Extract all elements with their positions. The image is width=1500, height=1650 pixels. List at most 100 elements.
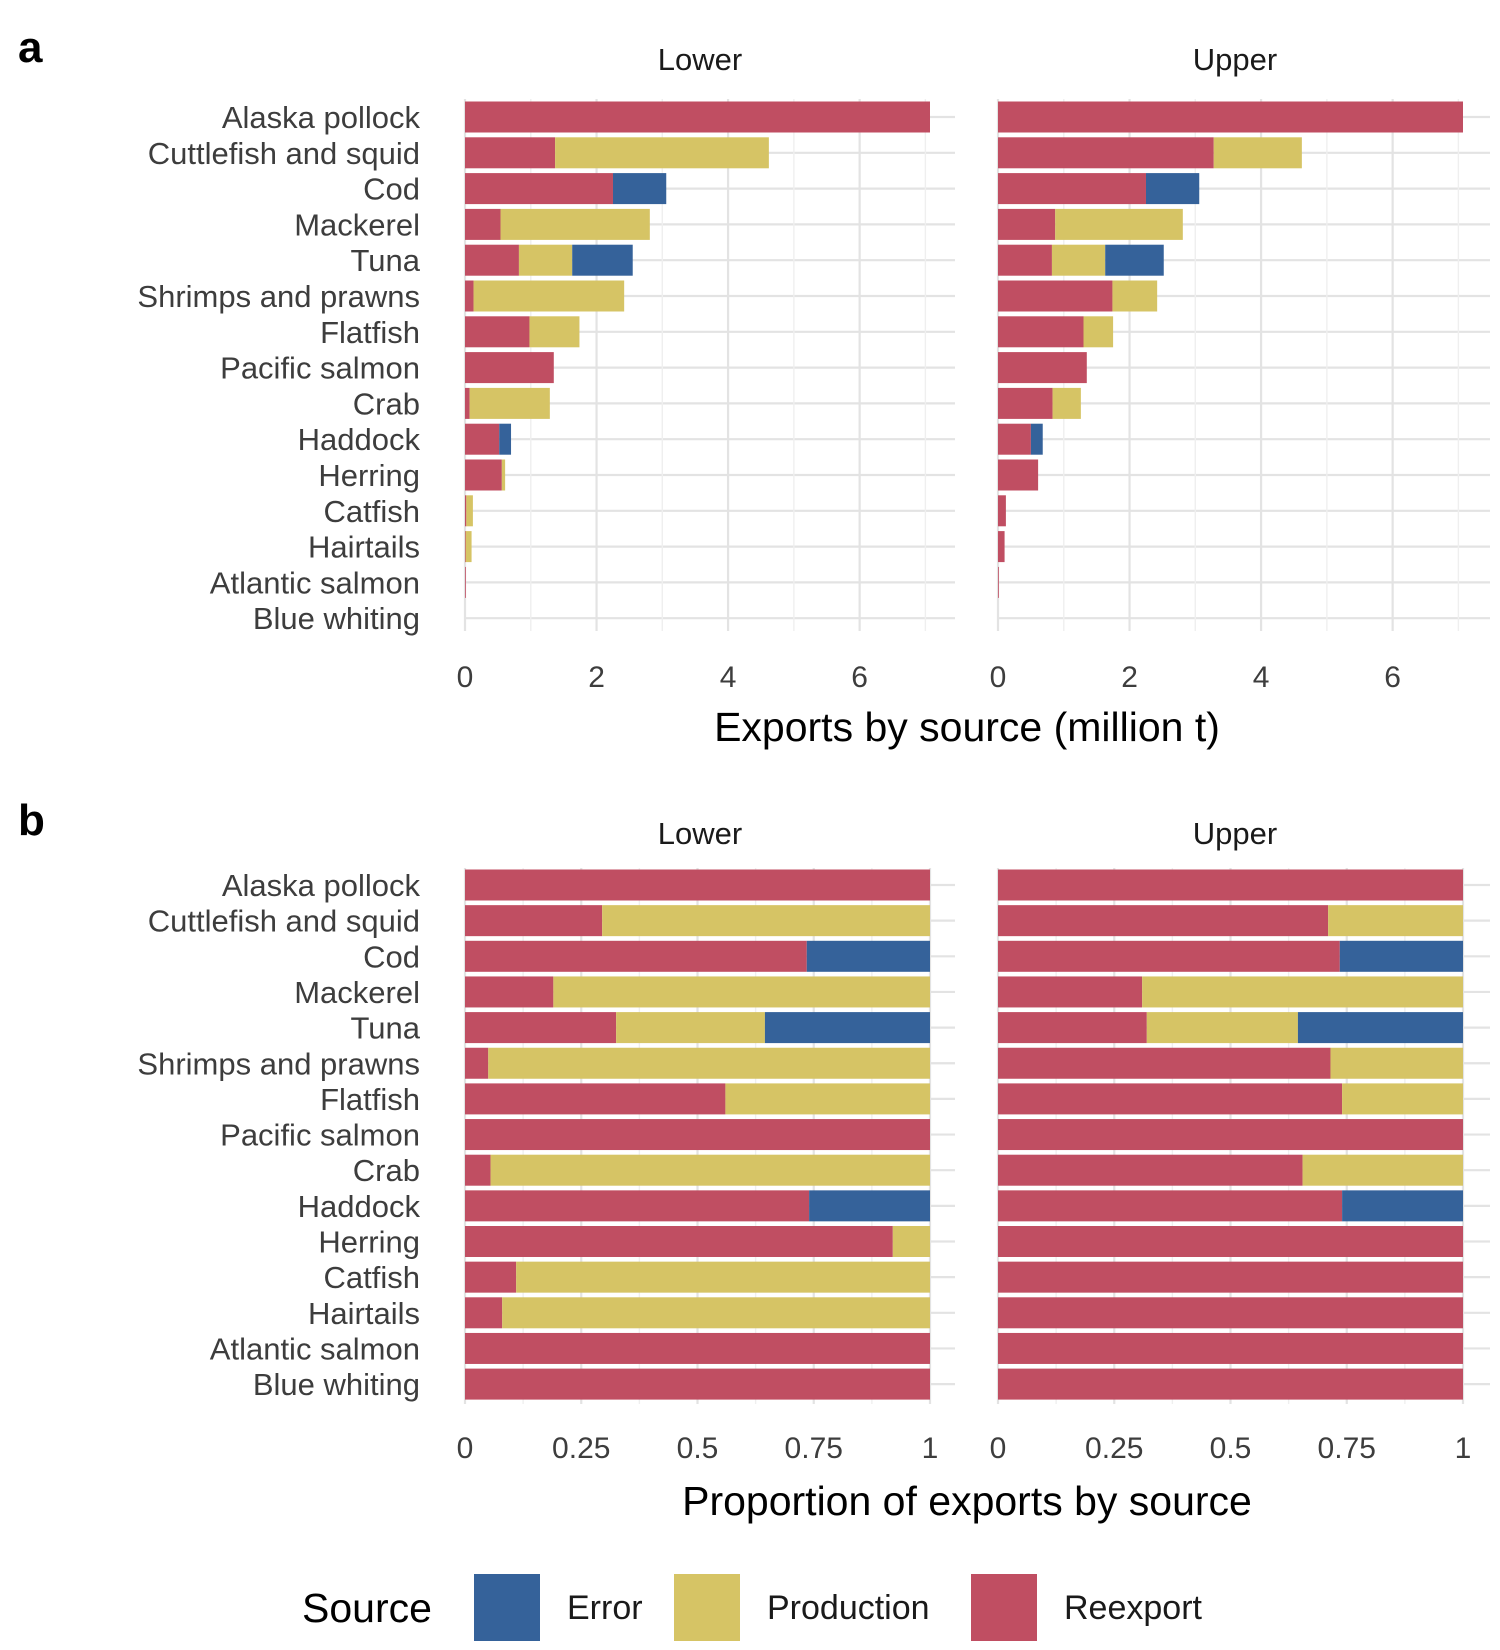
x-tick-label: 2: [588, 661, 605, 694]
bar-tuna-reexport: [998, 1012, 1147, 1044]
category-label-tuna: Tuna: [350, 243, 420, 278]
bar-flatfish-production: [1083, 316, 1114, 348]
panel-a-facet-upper: Upper 0 2 4 6: [990, 42, 1490, 694]
category-label-haddock: Haddock: [298, 1189, 421, 1224]
bar-crab-reexport: [465, 387, 470, 419]
panel-a: a Lower 0 2 4 6 Upper 0 2 4 6 Alaska pollockCu…: [18, 23, 1490, 750]
bar-mackerel-reexport: [998, 208, 1056, 240]
x-tick-label: 0.5: [677, 1432, 719, 1465]
bar-blue-whiting-reexport: [998, 1368, 1463, 1400]
category-label-atlantic-salmon: Atlantic salmon: [210, 565, 420, 600]
bar-hairtails-reexport: [998, 531, 1005, 563]
bar-crab-production: [469, 387, 550, 419]
category-label-herring: Herring: [318, 1225, 420, 1260]
bar-cod-reexport: [998, 940, 1340, 972]
bar-atlantic-salmon-reexport: [998, 566, 999, 598]
panel-a-facet-upper-title: Upper: [1193, 42, 1277, 77]
bar-tuna-reexport: [465, 244, 519, 276]
bar-cod-reexport: [998, 173, 1146, 205]
bar-blue-whiting-reexport: [465, 1368, 930, 1400]
bar-alaska-pollock-reexport: [998, 869, 1463, 901]
bar-haddock-error: [1342, 1190, 1463, 1222]
bar-tuna-production: [518, 244, 573, 276]
legend-title: Source: [302, 1585, 432, 1631]
bar-tuna-production: [1146, 1012, 1298, 1044]
bar-atlantic-salmon-reexport: [465, 1332, 930, 1364]
bar-herring-production: [501, 459, 506, 491]
bar-crab-reexport: [998, 1154, 1303, 1186]
bar-cuttlefish-and-squid-production: [555, 137, 769, 169]
bar-cuttlefish-and-squid-reexport: [998, 137, 1214, 169]
x-tick-label: 0.25: [552, 1432, 610, 1465]
bar-flatfish-reexport: [998, 1083, 1343, 1115]
bar-crab-production: [490, 1154, 930, 1186]
bar-hairtails-production: [502, 1297, 930, 1329]
bar-tuna-reexport: [465, 1012, 617, 1044]
bar-tuna-reexport: [998, 244, 1052, 276]
bar-haddock-reexport: [998, 1190, 1343, 1222]
bar-cod-error: [612, 173, 667, 205]
category-label-alaska-pollock: Alaska pollock: [222, 100, 421, 135]
bar-mackerel-production: [500, 208, 650, 240]
bar-mackerel-reexport: [465, 208, 501, 240]
bar-flatfish-reexport: [998, 316, 1084, 348]
bar-pacific-salmon-reexport: [998, 352, 1087, 384]
bar-cuttlefish-and-squid-production: [1213, 137, 1302, 169]
bar-pacific-salmon-reexport: [465, 1119, 930, 1151]
legend: Source Error Production Reexport: [302, 1574, 1203, 1641]
category-label-herring: Herring: [318, 458, 420, 493]
bar-hairtails-reexport: [465, 531, 466, 563]
x-tick-label: 0.75: [785, 1432, 843, 1465]
bar-cuttlefish-and-squid-reexport: [465, 137, 556, 169]
bar-shrimps-and-prawns-production: [488, 1047, 930, 1079]
bar-cuttlefish-and-squid-production: [1328, 905, 1463, 937]
bar-flatfish-reexport: [465, 316, 530, 348]
x-tick-label: 1: [922, 1432, 939, 1465]
x-tick-label: 1: [1455, 1432, 1472, 1465]
legend-label-reexport: Reexport: [1064, 1589, 1203, 1627]
bar-cuttlefish-and-squid-production: [602, 905, 930, 937]
bar-shrimps-and-prawns-production: [1330, 1047, 1463, 1079]
category-label-haddock: Haddock: [298, 422, 421, 457]
bar-catfish-reexport: [998, 495, 1006, 527]
bar-herring-reexport: [465, 1226, 893, 1257]
category-label-catfish: Catfish: [324, 1260, 420, 1295]
category-label-flatfish: Flatfish: [320, 315, 420, 350]
x-tick-label: 4: [720, 661, 737, 694]
bar-shrimps-and-prawns-reexport: [998, 1047, 1331, 1079]
bar-haddock-error: [1030, 423, 1043, 455]
x-tick-label: 0.75: [1318, 1432, 1376, 1465]
bar-flatfish-production: [529, 316, 580, 348]
bar-cod-reexport: [465, 940, 807, 972]
category-label-pacific-salmon: Pacific salmon: [220, 351, 420, 386]
bar-crab-reexport: [465, 1154, 491, 1186]
bar-cuttlefish-and-squid-reexport: [465, 905, 603, 937]
panel-b-upper-bars: [998, 869, 1464, 1400]
legend-label-error: Error: [567, 1589, 643, 1627]
panel-b-facet-upper-title: Upper: [1193, 816, 1277, 851]
bar-mackerel-production: [1142, 976, 1463, 1008]
x-tick-label: 0: [457, 661, 474, 694]
bar-mackerel-reexport: [465, 976, 554, 1008]
category-label-crab: Crab: [353, 386, 420, 421]
x-tick-label: 4: [1253, 661, 1270, 694]
panel-a-x-axis-title: Exports by source (million t): [714, 704, 1220, 750]
bar-alaska-pollock-reexport: [998, 101, 1463, 133]
category-label-pacific-salmon: Pacific salmon: [220, 1118, 420, 1153]
panel-b-lower-ticks: 0 0.25 0.5 0.75 1: [457, 1432, 939, 1465]
panel-b-letter: b: [18, 796, 45, 845]
panel-b-lower-bars: [465, 869, 930, 1400]
bar-tuna-error: [1105, 244, 1164, 276]
bar-mackerel-production: [1055, 208, 1183, 240]
bar-flatfish-reexport: [465, 1083, 726, 1115]
bar-herring-production: [892, 1226, 930, 1257]
panel-a-facet-lower: Lower 0 2 4 6: [457, 42, 955, 694]
bar-shrimps-and-prawns-reexport: [465, 280, 474, 312]
category-label-hairtails: Hairtails: [308, 1296, 420, 1331]
x-tick-label: 2: [1121, 661, 1138, 694]
category-label-shrimps-and-prawns: Shrimps and prawns: [137, 1046, 420, 1081]
bar-tuna-production: [616, 1012, 765, 1044]
category-label-blue-whiting: Blue whiting: [253, 1367, 420, 1402]
category-label-cuttlefish-and-squid: Cuttlefish and squid: [148, 904, 420, 939]
